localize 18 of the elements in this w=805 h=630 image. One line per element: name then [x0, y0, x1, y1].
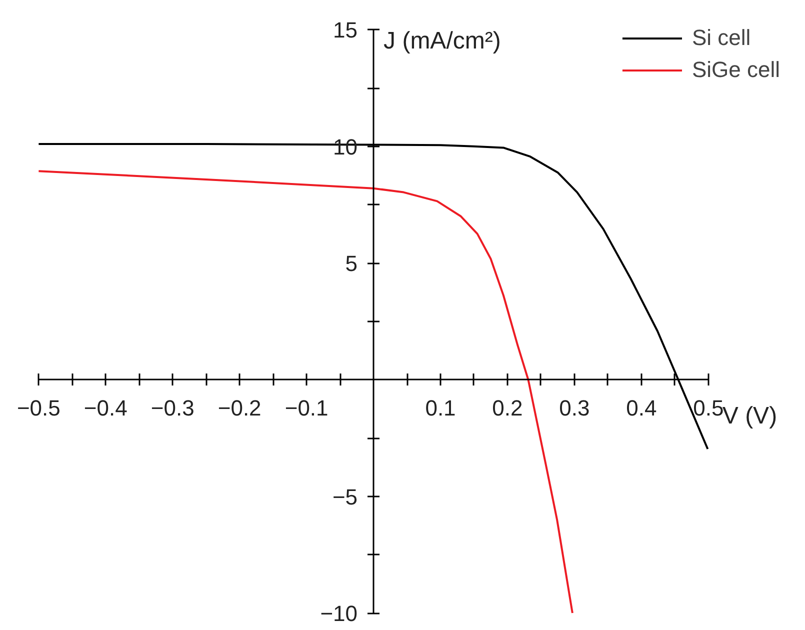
y-tick-label: 15	[333, 18, 358, 43]
x-tick-label: −0.1	[284, 396, 328, 421]
x-tick-label: −0.4	[84, 396, 128, 421]
x-tick-label: 0.2	[492, 396, 523, 421]
legend-label: Si cell	[692, 25, 751, 51]
x-tick-label: −0.3	[150, 396, 194, 421]
y-axis-title: J (mA/cm²)	[384, 28, 501, 55]
x-tick-label: −0.2	[218, 396, 262, 421]
x-tick-label: 0.3	[559, 396, 590, 421]
y-tick-label: −5	[332, 484, 358, 510]
legend-label: SiGe cell	[692, 57, 780, 83]
y-tick-label: 5	[345, 251, 358, 276]
x-tick-label: 0.5	[693, 396, 724, 421]
x-tick-label: 0.1	[425, 396, 456, 421]
x-tick-label: 0.4	[626, 396, 657, 421]
x-axis-title: V (V)	[722, 402, 778, 430]
x-tick-label: −0.5	[16, 396, 60, 421]
y-tick-label: −10	[320, 601, 358, 626]
